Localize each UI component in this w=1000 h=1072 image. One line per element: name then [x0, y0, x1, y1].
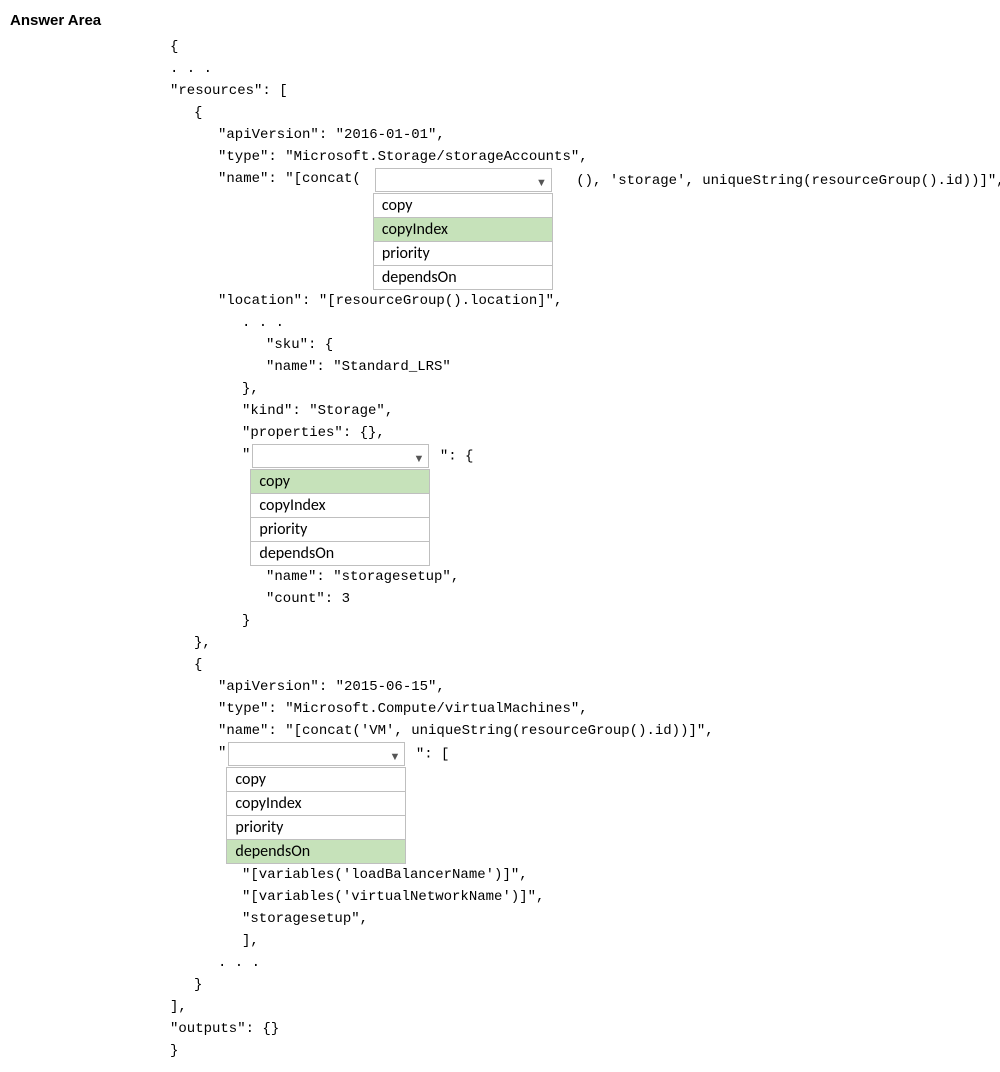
- code-line: "name": "[concat('VM', uniqueString(reso…: [170, 720, 990, 742]
- dropdown-option[interactable]: dependsOn: [373, 266, 552, 290]
- code-line: ],: [170, 930, 990, 952]
- dropdown-option[interactable]: copyIndex: [251, 494, 430, 518]
- code-line: }: [170, 1040, 990, 1062]
- chevron-down-icon: ▼: [536, 172, 547, 194]
- page-title: Answer Area: [10, 10, 990, 32]
- code-line: "type": "Microsoft.Compute/virtualMachin…: [170, 698, 990, 720]
- code-line: "storagesetup",: [170, 908, 990, 930]
- chevron-down-icon: ▼: [414, 448, 425, 470]
- code-block: { . . . "resources": [ { "apiVersion": "…: [170, 36, 990, 1062]
- dropdown-option[interactable]: copy: [227, 768, 406, 792]
- dropdown-option-selected[interactable]: copyIndex: [373, 218, 552, 242]
- code-line: "kind": "Storage",: [170, 400, 990, 422]
- code-line: "properties": {},: [170, 422, 990, 444]
- code-text: ": [218, 742, 226, 764]
- code-line: "apiVersion": "2015-06-15",: [170, 676, 990, 698]
- dropdown-option[interactable]: priority: [227, 816, 406, 840]
- dropdown-option-selected[interactable]: copy: [251, 470, 430, 494]
- dropdown-option[interactable]: dependsOn: [251, 542, 430, 566]
- code-text: (), 'storage', uniqueString(resourceGrou…: [562, 173, 1000, 189]
- code-text: ": [: [416, 747, 450, 763]
- code-line: "type": "Microsoft.Storage/storageAccoun…: [170, 146, 990, 168]
- dropdown-3-options: copy copyIndex priority dependsOn: [226, 767, 406, 864]
- code-line: "outputs": {}: [170, 1018, 990, 1040]
- dropdown-2[interactable]: ▼: [252, 444, 429, 468]
- dependson-key-line: " ▼ ": [ copy copyIndex priority depends…: [170, 742, 990, 864]
- dropdown-option[interactable]: priority: [373, 242, 552, 266]
- code-line: "resources": [: [170, 80, 990, 102]
- copy-key-line: " ▼ ": { copy copyIndex priority depends…: [170, 444, 990, 566]
- code-line: . . .: [170, 312, 990, 334]
- dropdown-3[interactable]: ▼: [228, 742, 405, 766]
- code-line: "[variables('virtualNetworkName')]",: [170, 886, 990, 908]
- code-line: . . .: [170, 58, 990, 80]
- code-text: ": [242, 444, 250, 466]
- dropdown-option[interactable]: copyIndex: [227, 792, 406, 816]
- code-line: ],: [170, 996, 990, 1018]
- code-line: "name": "Standard_LRS": [170, 356, 990, 378]
- dropdown-option-selected[interactable]: dependsOn: [227, 840, 406, 864]
- code-line: {: [170, 102, 990, 124]
- code-text: "name": "[concat(: [218, 168, 361, 190]
- code-line: {: [170, 654, 990, 676]
- dropdown-1[interactable]: ▼: [375, 168, 552, 192]
- chevron-down-icon: ▼: [390, 746, 401, 768]
- dropdown-2-options: copy copyIndex priority dependsOn: [250, 469, 430, 566]
- code-line: },: [170, 632, 990, 654]
- code-line: "[variables('loadBalancerName')]",: [170, 864, 990, 886]
- name-concat-line: "name": "[concat( ▼ (), 'storage', uniqu…: [170, 168, 990, 290]
- code-line: }: [170, 974, 990, 996]
- code-line: }: [170, 610, 990, 632]
- code-line: "count": 3: [170, 588, 990, 610]
- dropdown-1-options: copy copyIndex priority dependsOn: [373, 193, 553, 290]
- code-line: "name": "storagesetup",: [170, 566, 990, 588]
- code-line: . . .: [170, 952, 990, 974]
- code-line: },: [170, 378, 990, 400]
- code-line: "location": "[resourceGroup().location]"…: [170, 290, 990, 312]
- code-line: "sku": {: [170, 334, 990, 356]
- code-line: "apiVersion": "2016-01-01",: [170, 124, 990, 146]
- code-line: {: [170, 36, 990, 58]
- dropdown-option[interactable]: copy: [373, 194, 552, 218]
- code-text: ": {: [440, 449, 474, 465]
- dropdown-option[interactable]: priority: [251, 518, 430, 542]
